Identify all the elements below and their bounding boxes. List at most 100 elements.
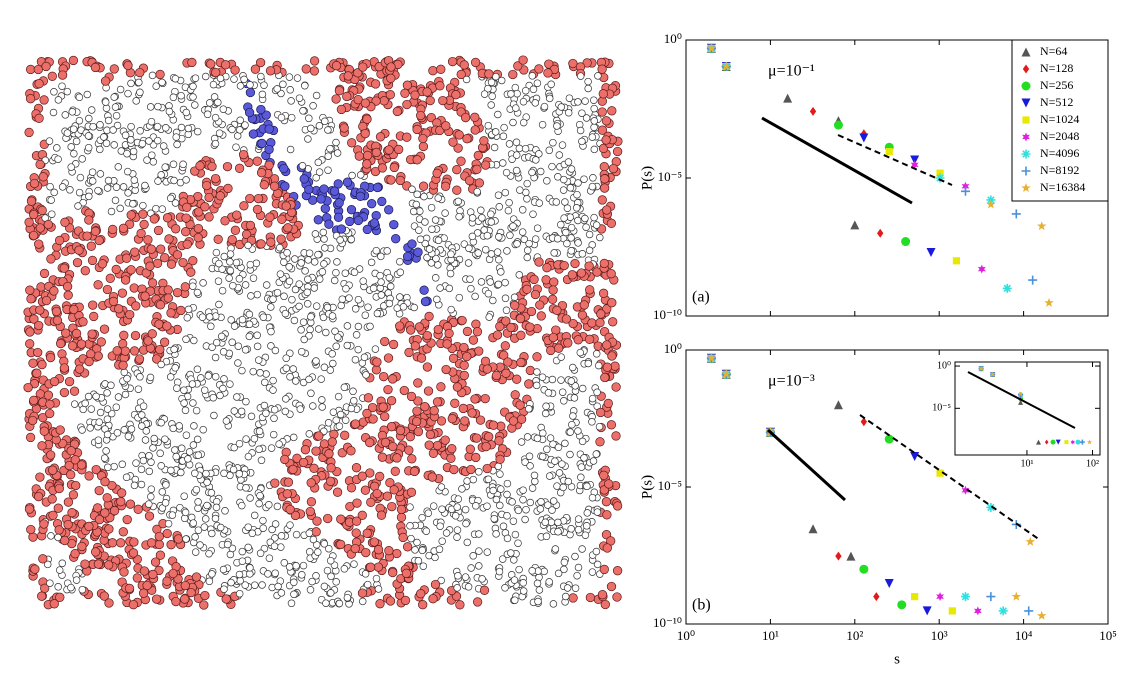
network-node [434, 194, 442, 202]
network-node [587, 318, 597, 328]
network-node [460, 240, 469, 248]
network-node [83, 90, 92, 99]
network-node [201, 515, 210, 523]
network-node [471, 452, 481, 463]
network-node [490, 143, 499, 152]
plots: 10⁰10⁻⁵10⁻¹⁰P(s)μ=10⁻¹(a)N=64N=128N=256N… [639, 31, 1116, 667]
network-node [538, 452, 547, 461]
network-node [338, 295, 347, 303]
network-node [564, 158, 573, 166]
network-node [388, 339, 399, 350]
network-node [386, 73, 396, 83]
y-tick-label: 10⁰ [664, 341, 682, 356]
network-node [290, 578, 298, 587]
network-node [568, 593, 578, 603]
network-node [113, 121, 122, 130]
network-node [366, 322, 374, 331]
network-node [322, 599, 330, 607]
network-node [553, 234, 562, 243]
network-node [391, 234, 401, 244]
network-node [236, 116, 244, 125]
data-point [960, 592, 970, 602]
network-node [37, 441, 47, 451]
network-node [492, 530, 500, 538]
network-node [324, 219, 334, 229]
network-node [392, 106, 402, 117]
network-node [386, 62, 396, 72]
network-node [444, 328, 454, 339]
network-node [371, 210, 381, 221]
network-node [171, 446, 179, 454]
network-node [431, 216, 440, 224]
network-node [320, 363, 329, 372]
network-node [582, 522, 591, 530]
network-node [78, 155, 86, 163]
network-node [299, 107, 307, 115]
network-node [55, 566, 64, 574]
network-node [361, 570, 370, 578]
network-node [295, 302, 303, 311]
network-node [130, 481, 139, 490]
network-node [357, 510, 367, 520]
network-node [184, 124, 193, 133]
network-node [519, 495, 527, 504]
network-node [473, 187, 481, 196]
network-node [320, 235, 328, 243]
network-node [169, 93, 178, 102]
network-node [283, 249, 291, 257]
network-node [449, 464, 459, 475]
network-node [473, 150, 483, 161]
network-node [588, 493, 597, 502]
network-node [246, 81, 254, 89]
network-node [309, 56, 320, 66]
network-node [242, 484, 250, 492]
network-node [447, 305, 455, 314]
network-node [136, 373, 144, 381]
network-node [220, 375, 228, 383]
network-node [327, 437, 337, 447]
network-node [505, 198, 513, 207]
network-node [416, 235, 425, 244]
network-node [245, 332, 254, 341]
network-node [395, 425, 406, 436]
network-node [26, 294, 36, 304]
network-node [311, 446, 321, 456]
network-node [219, 565, 228, 574]
network-node [597, 125, 608, 135]
network-node [385, 90, 395, 100]
network-node [549, 277, 559, 287]
network-node [516, 414, 527, 424]
network-node [424, 311, 434, 322]
network-node [577, 310, 588, 320]
network-node [43, 390, 54, 400]
data-point [1070, 439, 1075, 445]
network-node [376, 510, 387, 520]
network-node [188, 380, 197, 388]
network-node [437, 483, 446, 491]
network-node [411, 546, 419, 554]
network-node [333, 258, 341, 266]
network-node [47, 71, 57, 81]
network-node [513, 240, 521, 248]
network-node [269, 386, 277, 394]
network-node [39, 95, 49, 105]
network-node [323, 513, 333, 524]
network-node [407, 454, 417, 464]
network-node [607, 298, 617, 308]
network-node [41, 61, 51, 72]
network-node [560, 214, 568, 222]
network-node [33, 64, 43, 75]
network-node [162, 481, 170, 489]
network-node [546, 345, 556, 356]
x-tick-label: 10² [846, 628, 863, 643]
network-node [97, 259, 108, 269]
network-node [446, 269, 455, 278]
network-node [324, 449, 334, 459]
data-point [859, 133, 869, 143]
network-node [385, 299, 394, 308]
network-node [612, 566, 623, 576]
network-node [318, 403, 326, 411]
network-node [244, 241, 252, 250]
network-node [512, 151, 521, 159]
